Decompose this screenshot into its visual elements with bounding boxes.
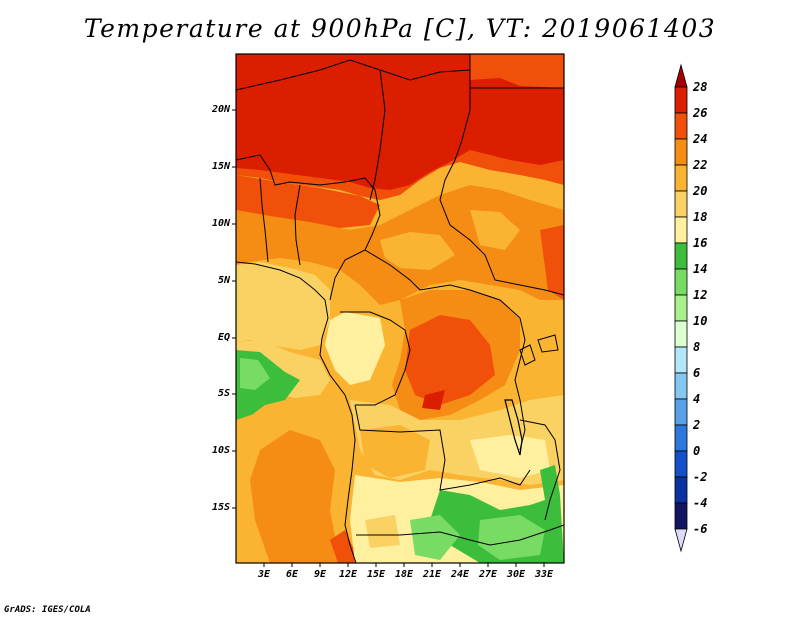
colorbar-swatch: [674, 346, 688, 374]
lat-label: 20N: [211, 104, 230, 115]
colorbar-label: 28: [693, 80, 708, 94]
colorbar-label: -4: [693, 496, 708, 510]
lat-label: 10S: [211, 445, 230, 456]
colorbar-swatch: [674, 398, 688, 426]
colorbar-label: 22: [693, 158, 708, 172]
lat-label: 15N: [211, 161, 230, 172]
lat-label: 5N: [217, 275, 230, 286]
colorbar-swatch: [674, 320, 688, 348]
lat-label: 5S: [217, 388, 230, 399]
colorbar-swatch: [674, 476, 688, 504]
colorbar-label: 12: [693, 288, 708, 302]
colorbar-label: -2: [693, 470, 708, 484]
colorbar-swatch: [674, 502, 688, 530]
lon-label: 27E: [478, 569, 498, 580]
lon-ticks: [263, 563, 545, 567]
colorbar-label: 26: [693, 106, 708, 120]
lat-label: 10N: [211, 218, 230, 229]
lon-label: 18E: [394, 569, 414, 580]
map-title: Temperature at 900hPa [C], VT: 201906140…: [83, 14, 717, 43]
colorbar-label: 4: [693, 392, 701, 406]
lon-label: 3E: [257, 569, 271, 580]
lon-label: 6E: [285, 569, 299, 580]
colorbar-swatch: [674, 372, 688, 400]
colorbar-swatch: [674, 450, 688, 478]
colorbar: [674, 63, 688, 553]
colorbar-swatch: [674, 138, 688, 166]
lat-ticks: [232, 109, 236, 509]
colorbar-swatch: [674, 63, 688, 88]
colorbar-swatch: [674, 112, 688, 140]
colorbar-label: 0: [693, 444, 701, 458]
lon-label: 15E: [366, 569, 386, 580]
colorbar-label: 2: [693, 418, 701, 432]
colorbar-swatch: [674, 190, 688, 218]
temperature-field: [236, 54, 564, 563]
colorbar-label: 14: [693, 262, 708, 276]
lon-label: 24E: [450, 569, 470, 580]
lon-label: 30E: [506, 569, 526, 580]
colorbar-label: 6: [693, 366, 701, 380]
colorbar-label: 24: [693, 132, 708, 146]
lon-label: 12E: [338, 569, 358, 580]
lat-label: 15S: [211, 502, 230, 513]
colorbar-swatch: [674, 242, 688, 270]
lon-label: 33E: [534, 569, 554, 580]
colorbar-label: 18: [693, 210, 708, 224]
map-frame: [235, 53, 565, 564]
colorbar-label: 8: [693, 340, 701, 354]
colorbar-label: -6: [693, 522, 708, 536]
colorbar-label: 16: [693, 236, 708, 250]
colorbar-swatch: [674, 424, 688, 452]
country-borders: [236, 54, 564, 563]
lon-label: 9E: [313, 569, 327, 580]
colorbar-swatch: [674, 294, 688, 322]
lat-label: EQ: [217, 332, 230, 343]
colorbar-swatch: [674, 528, 688, 553]
credit-text: GrADS: IGES/COLA: [4, 605, 91, 615]
lon-label: 21E: [422, 569, 442, 580]
colorbar-label: 10: [693, 314, 708, 328]
colorbar-label: 20: [693, 184, 708, 198]
colorbar-swatch: [674, 216, 688, 244]
colorbar-swatch: [674, 164, 688, 192]
colorbar-swatch: [674, 86, 688, 114]
colorbar-swatch: [674, 268, 688, 296]
